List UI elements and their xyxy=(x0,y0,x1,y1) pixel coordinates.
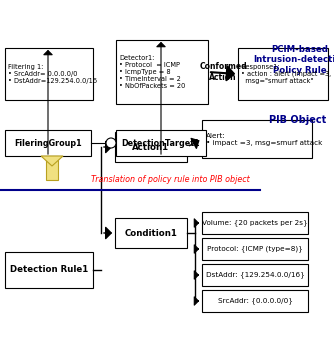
Text: FileringGroup1: FileringGroup1 xyxy=(14,139,82,148)
Text: PCIM-based
Intrusion-detection
Policy Rule: PCIM-based Intrusion-detection Policy Ru… xyxy=(253,45,334,75)
Bar xyxy=(202,212,308,234)
Text: Detector1:
• Protocol  = ICMP
• IcmpType = 8
• TimeInterval = 2
• NbOfPackets = : Detector1: • Protocol = ICMP • IcmpType … xyxy=(119,55,185,89)
Bar xyxy=(202,238,308,260)
Text: Response1:
• action : alert (impact =3,
  msg="smurf attack": Response1: • action : alert (impact =3, … xyxy=(241,64,331,84)
Bar xyxy=(115,132,187,162)
Text: PIB Object: PIB Object xyxy=(270,115,327,125)
Circle shape xyxy=(106,138,116,148)
Polygon shape xyxy=(41,156,63,166)
Text: Condition1: Condition1 xyxy=(125,228,177,237)
Text: Alert:
• impact =3, msg=smurf attack: Alert: • impact =3, msg=smurf attack xyxy=(206,132,322,146)
Text: Translation of policy rule into PIB object: Translation of policy rule into PIB obje… xyxy=(91,175,249,184)
Bar xyxy=(115,218,187,248)
Bar xyxy=(202,120,312,158)
Bar xyxy=(116,130,206,156)
Bar xyxy=(202,290,308,312)
Text: Protocol: {ICMP (type=8)}: Protocol: {ICMP (type=8)} xyxy=(207,246,303,252)
Text: SrcAddr: {0.0.0.0/0}: SrcAddr: {0.0.0.0/0} xyxy=(217,298,293,304)
Bar xyxy=(5,130,91,156)
Bar xyxy=(46,156,58,180)
Text: Action1: Action1 xyxy=(133,142,170,151)
Bar xyxy=(202,264,308,286)
Bar xyxy=(5,252,93,288)
Text: Filtering 1:
• SrcAddr= 0.0.0.0/0
• DstAddr=129.254.0.0/16: Filtering 1: • SrcAddr= 0.0.0.0/0 • DstA… xyxy=(8,64,97,84)
Bar xyxy=(116,40,208,104)
Text: DstAddr: {129.254.0.0/16}: DstAddr: {129.254.0.0/16} xyxy=(205,272,304,278)
Text: DetectionTarget1: DetectionTarget1 xyxy=(122,139,200,148)
Text: Detection Rule1: Detection Rule1 xyxy=(10,266,88,275)
Bar xyxy=(238,48,328,100)
Text: Volume: {20 packets per 2s}: Volume: {20 packets per 2s} xyxy=(202,219,308,226)
Bar xyxy=(5,48,93,100)
Text: Conformed
Action: Conformed Action xyxy=(199,62,247,82)
